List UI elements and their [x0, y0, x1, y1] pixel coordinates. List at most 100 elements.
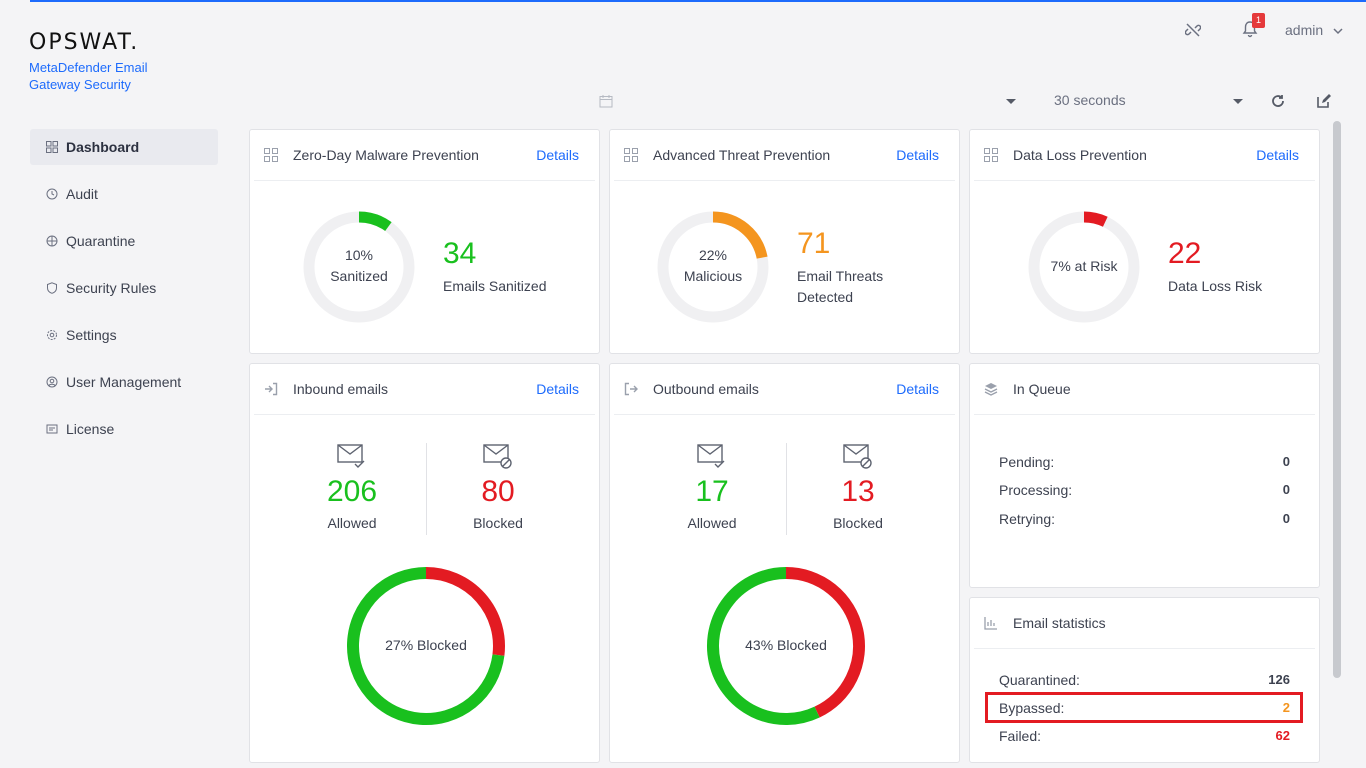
sidebar-item-user-management[interactable]: User Management: [30, 364, 218, 400]
sidebar-item-label: Security Rules: [66, 280, 157, 296]
advanced-threat-card: Advanced Threat Prevention Details 22% M…: [609, 129, 960, 354]
top-accent-line: [30, 0, 1366, 2]
sidebar-item-license[interactable]: License: [30, 411, 218, 447]
sidebar-item-label: License: [66, 421, 115, 437]
shield-icon: [46, 282, 58, 294]
card-title: Zero-Day Malware Prevention: [293, 147, 479, 163]
email-statistics-card: Email statistics Quarantined: 126 Bypasse…: [969, 597, 1320, 763]
grid-icon: [984, 148, 998, 162]
malicious-ring-chart: [657, 211, 769, 323]
mail-check-icon: [337, 444, 367, 475]
blocked-value: 80: [481, 475, 515, 508]
details-link[interactable]: Details: [1256, 147, 1299, 163]
ring-label: 10% Sanitized: [330, 247, 388, 284]
queue-row-processing: Processing: 0: [999, 482, 1290, 498]
scrollbar[interactable]: [1333, 121, 1341, 678]
details-link[interactable]: Details: [536, 147, 579, 163]
audit-icon: [46, 188, 58, 200]
threats-detected-label: Email Threats Detected: [797, 268, 884, 305]
ring-label: 7% at Risk: [1050, 258, 1118, 274]
sidebar-item-settings[interactable]: Settings: [30, 317, 218, 353]
refresh-icon[interactable]: [1270, 93, 1286, 114]
brand: OPSWAT. MetaDefender Email Gateway Secur…: [29, 30, 148, 93]
bypassed-highlight-box: [985, 692, 1303, 723]
sidebar-item-label: Settings: [66, 327, 117, 343]
gauge-value-arc: [712, 211, 768, 259]
allowed-slice: [347, 567, 505, 725]
stats-row-bypassed: Bypassed: 2: [999, 700, 1290, 716]
sidebar-item-dashboard[interactable]: Dashboard: [30, 129, 218, 165]
blocked-label: Blocked: [833, 515, 883, 531]
refresh-interval-caret[interactable]: [1233, 99, 1243, 104]
mail-check-icon: [697, 444, 727, 475]
card-title: Inbound emails: [293, 381, 388, 397]
card-title: In Queue: [1013, 381, 1071, 397]
divider: [786, 443, 787, 535]
sidebar-item-audit[interactable]: Audit: [30, 176, 218, 212]
sign-out-icon: [624, 382, 638, 396]
filter-dropdown-caret[interactable]: [1006, 99, 1016, 104]
mail-blocked-icon: [843, 444, 873, 475]
card-title: Advanced Threat Prevention: [653, 147, 831, 163]
details-link[interactable]: Details: [536, 381, 579, 397]
grid-icon: [264, 148, 278, 162]
notification-badge: 1: [1252, 13, 1265, 28]
sidebar-item-label: User Management: [66, 374, 182, 390]
sidebar-item-security-rules[interactable]: Security Rules: [30, 270, 218, 306]
calendar-icon[interactable]: [599, 94, 613, 113]
sign-in-icon: [264, 382, 278, 396]
zero-day-card: Zero-Day Malware Prevention Details 10% …: [249, 129, 600, 354]
donut-label: 27% Blocked: [385, 637, 467, 653]
chevron-down-icon: [1333, 22, 1343, 38]
sidebar-item-quarantine[interactable]: Quarantine: [30, 223, 218, 259]
details-link[interactable]: Details: [896, 381, 939, 397]
sidebar-item-label: Quarantine: [66, 233, 136, 249]
inbound-emails-card: Inbound emails Details 206 Allowed 80 Bl…: [249, 363, 600, 763]
data-loss-prevention-card: Data Loss Prevention Details 7% at Risk …: [969, 129, 1320, 354]
blocked-slice: [785, 567, 865, 718]
threats-detected-value: 71: [797, 227, 831, 260]
bar-chart-icon: [984, 616, 998, 630]
blocked-slice: [425, 567, 505, 656]
emails-sanitized-value: 34: [443, 237, 477, 270]
sidebar-nav: Dashboard Audit Quarantine Security Rule…: [30, 129, 218, 458]
ring-label: 22% Malicious: [683, 247, 743, 284]
donut-label: 43% Blocked: [745, 637, 827, 653]
edit-icon[interactable]: [1316, 93, 1332, 114]
blocked-value: 13: [841, 475, 875, 508]
details-link[interactable]: Details: [896, 147, 939, 163]
opswat-logo: OPSWAT.: [29, 30, 140, 55]
grid-icon: [624, 148, 638, 162]
outbound-donut-chart: [707, 567, 865, 725]
quarantine-icon: [46, 235, 58, 247]
sidebar-item-label: Dashboard: [66, 139, 140, 155]
gauge-value-arc: [1083, 211, 1108, 227]
gear-icon: [46, 329, 58, 341]
product-name: MetaDefender Email Gateway Security: [29, 60, 148, 92]
queue-row-pending: Pending: 0: [999, 454, 1290, 470]
data-loss-risk-label: Data Loss Risk: [1168, 278, 1263, 294]
blocked-label: Blocked: [473, 515, 523, 531]
unlink-icon[interactable]: [1184, 22, 1202, 43]
user-icon: [46, 376, 58, 388]
risk-ring-chart: [1028, 211, 1140, 323]
grid-icon: [46, 141, 58, 153]
inbound-donut-chart: [347, 567, 505, 725]
license-icon: [46, 423, 58, 435]
sidebar-item-label: Audit: [66, 186, 98, 202]
divider: [426, 443, 427, 535]
card-title: Email statistics: [1013, 615, 1106, 631]
in-queue-card: In Queue Pending: 0 Processing: 0 Retrying…: [969, 363, 1320, 588]
refresh-interval-select[interactable]: 30 seconds: [1054, 92, 1126, 108]
stats-row-failed: Failed: 62: [999, 728, 1290, 744]
data-loss-risk-value: 22: [1168, 237, 1202, 270]
user-menu[interactable]: admin: [1285, 22, 1343, 38]
allowed-value: 17: [695, 475, 729, 508]
gauge-value-arc: [358, 211, 392, 232]
stats-row-quarantined: Quarantined: 126: [999, 672, 1290, 688]
card-title: Outbound emails: [653, 381, 759, 397]
emails-sanitized-label: Emails Sanitized: [443, 278, 547, 294]
outbound-emails-card: Outbound emails Details 17 Allowed 13 Bl…: [609, 363, 960, 763]
layers-icon: [984, 382, 998, 396]
allowed-label: Allowed: [327, 515, 377, 531]
